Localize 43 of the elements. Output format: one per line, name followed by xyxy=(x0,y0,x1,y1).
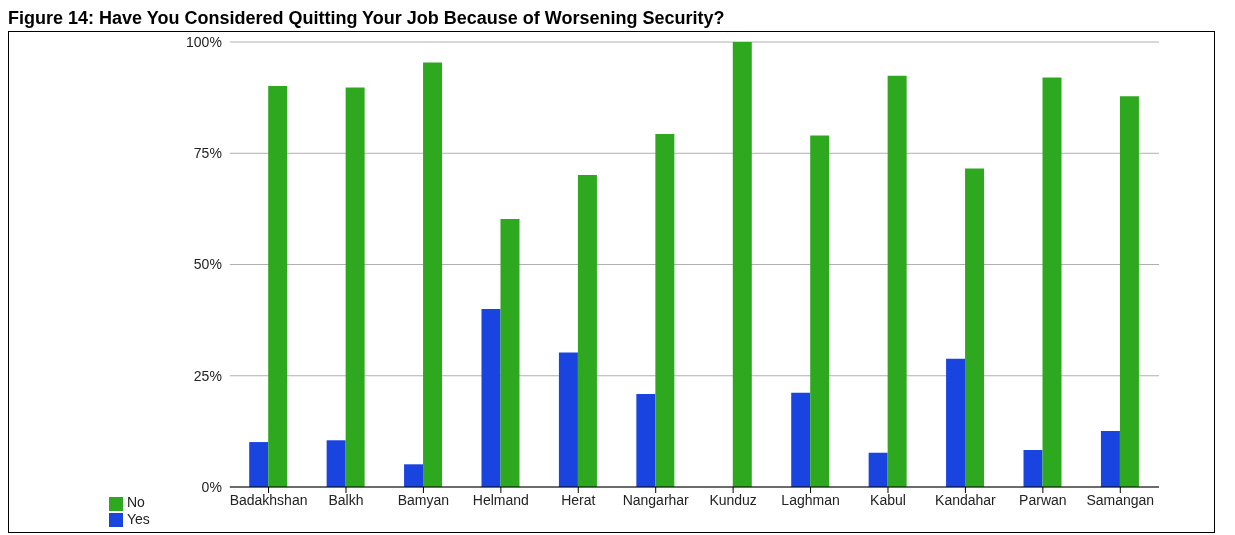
bar xyxy=(636,394,656,487)
x-tick-label: Badakhshan xyxy=(229,491,308,508)
bar xyxy=(558,352,578,487)
bar xyxy=(965,168,985,487)
bar xyxy=(249,442,269,487)
x-tick-label: Balkh xyxy=(328,491,364,508)
bar xyxy=(326,440,346,487)
x-tick-label: Samangan xyxy=(1086,491,1155,508)
bar xyxy=(404,464,424,487)
y-tick-label: 50% xyxy=(193,256,222,273)
bar xyxy=(1100,430,1120,487)
legend-label: No xyxy=(127,494,145,511)
bar xyxy=(887,75,907,487)
x-tick-label: Parwan xyxy=(1019,491,1067,508)
bar xyxy=(868,452,888,487)
bar xyxy=(655,134,675,487)
x-tick-label: Kabul xyxy=(870,491,906,508)
bar xyxy=(423,62,443,487)
bar xyxy=(1042,77,1062,487)
x-tick-label: Kandahar xyxy=(935,491,997,508)
bar xyxy=(1119,96,1139,487)
x-tick-label: Laghman xyxy=(781,491,840,508)
bar xyxy=(732,42,752,487)
legend-label: Yes xyxy=(127,510,150,527)
bar xyxy=(500,219,520,487)
x-tick-label: Herat xyxy=(561,491,596,508)
y-tick-label: 0% xyxy=(201,478,222,495)
bar xyxy=(810,135,830,487)
y-tick-label: 75% xyxy=(193,145,222,162)
bar xyxy=(268,86,288,487)
bar xyxy=(791,392,811,487)
y-tick-label: 100% xyxy=(186,33,222,50)
chart-title: Figure 14: Have You Considered Quitting Your Job Because of Worsening Security? xyxy=(8,8,726,30)
bar xyxy=(345,87,365,487)
bar xyxy=(1023,450,1043,487)
bar xyxy=(946,358,966,487)
bar xyxy=(481,309,501,487)
bar xyxy=(577,175,597,487)
x-tick-label: Bamyan xyxy=(397,491,450,508)
x-tick-label: Helmand xyxy=(472,491,529,508)
x-tick-label: Kunduz xyxy=(709,491,757,508)
x-tick-label: Nangarhar xyxy=(622,491,690,508)
y-tick-label: 25% xyxy=(193,367,222,384)
